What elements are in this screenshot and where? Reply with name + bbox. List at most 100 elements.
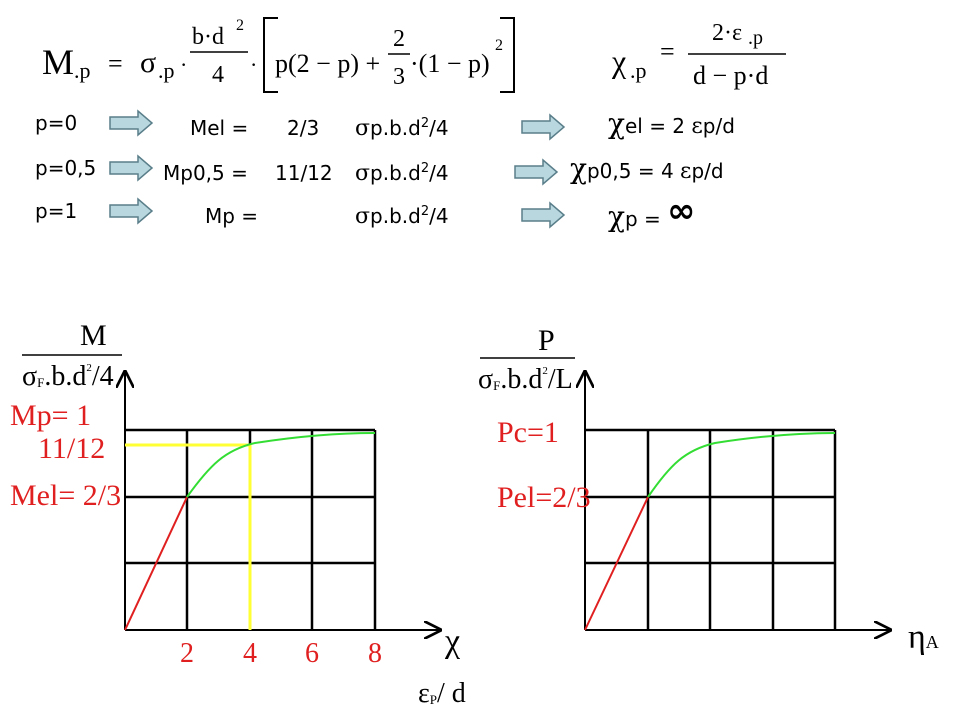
symbol: = (660, 37, 675, 66)
exponent: 2 (421, 161, 429, 176)
exponent: 2 (421, 116, 429, 131)
curvature-symbol: χ (608, 200, 625, 233)
arrow (521, 202, 565, 228)
symbol: · (180, 52, 187, 77)
strain: ε (691, 114, 702, 139)
moment-label: Mp = (205, 204, 258, 228)
moment-label: Mp0,5 = (163, 161, 248, 185)
curvature-text: el = 2 (625, 114, 691, 138)
grid (585, 428, 837, 630)
y-label-part: σ (22, 361, 37, 392)
x-tick-label: 8 (368, 638, 382, 669)
y-label-part: /4 (92, 361, 114, 392)
curvature-text: p = (625, 207, 667, 231)
arrow (109, 110, 153, 136)
curvature-symbol: χ (608, 107, 625, 140)
moment-expression: σp.b.d2/4 (355, 116, 449, 141)
y-label-part: F (493, 378, 500, 393)
expression: p.b.d (370, 204, 421, 228)
stress: σ (355, 116, 370, 141)
x-label: εP/ d (418, 678, 466, 709)
denominator: d − p·d (693, 61, 768, 90)
symbol: χ (611, 43, 627, 79)
coefficient: 2/3 (287, 116, 319, 140)
arrow (109, 198, 153, 224)
y-label: σF.b.d2/L (478, 364, 573, 395)
bracket (500, 17, 515, 93)
y-label-part: .b.d (500, 364, 542, 395)
condition: p=0,5 (35, 156, 96, 180)
y-label: M (80, 319, 107, 352)
y-label: σF.b.d2/4 (22, 361, 114, 392)
curvature: χp = ∞ (608, 191, 695, 233)
stress: σ (355, 161, 370, 186)
plastic-curve (186, 432, 376, 498)
x-label-part: P (430, 692, 437, 707)
x-label-part: ε (418, 678, 430, 709)
denominator: 4 (212, 62, 224, 88)
y-label-part: /L (548, 364, 573, 395)
condition: p=1 (35, 199, 77, 223)
level-label: Pc=1 (497, 416, 559, 449)
x-label-part: A (926, 632, 939, 652)
subscript: .p (74, 58, 91, 83)
curvature-formula: χ .p = 2·ε .p d − p·d (611, 20, 786, 90)
curvature-text: p/d (703, 114, 735, 138)
x-tick-label: 6 (305, 638, 319, 669)
term: p(2 − p) + (275, 49, 380, 78)
level-label: Pel=2/3 (497, 481, 591, 514)
symbol: · (250, 52, 257, 77)
stress: σ (355, 204, 370, 229)
x-tick-label: 2 (180, 638, 194, 669)
x-label: ηA (908, 619, 939, 656)
curvature-symbol: χ (570, 152, 587, 185)
condition: p=0 (35, 111, 77, 135)
curvature-text: p0,5 = 4 (587, 159, 680, 183)
numerator: 2 (393, 26, 405, 52)
symbol: M (42, 42, 74, 82)
subscript: .p (630, 58, 647, 83)
expression: /4 (429, 161, 448, 185)
arrow (514, 159, 558, 185)
arrow (109, 155, 153, 181)
left-plot: M σF.b.d2/4 Mp= 1 11/12 Mel= 2/3 2 4 6 8… (10, 319, 466, 709)
level-label: 11/12 (38, 432, 105, 465)
elastic-line (124, 496, 188, 631)
curvature: χp0,5 = 4 εp/d (570, 152, 724, 185)
exponent: 2 (495, 37, 503, 54)
elastic-line (584, 496, 649, 631)
right-plot: P σF.b.d2/L Pc=1 Pel=2/3 ηA (478, 324, 939, 656)
numerator: 2·ε (712, 20, 742, 46)
exponent: 2 (421, 204, 429, 219)
coefficient: 11/12 (275, 161, 333, 185)
arrow (521, 114, 565, 140)
cases: p=0 Mel = 2/3 σp.b.d2/4 χel = 2 εp/dp=0,5 Mp0… (35, 107, 735, 233)
x-label-part: / d (437, 678, 466, 709)
expression: /4 (429, 116, 448, 140)
y-label-part: 2 (86, 362, 92, 374)
expression: p.b.d (370, 116, 421, 140)
expression: /4 (429, 204, 448, 228)
y-label-part: F (37, 375, 44, 390)
symbol: σ (140, 46, 156, 79)
curvature-text: p/d (691, 159, 723, 183)
level-label: Mp= 1 (10, 399, 91, 432)
bracket (263, 17, 278, 93)
moment-label: Mel = (190, 116, 248, 140)
plastic-curve (647, 432, 836, 498)
expression: p.b.d (370, 161, 421, 185)
denominator: 3 (393, 64, 405, 90)
numerator: b·d (192, 24, 224, 50)
moment-expression: σp.b.d2/4 (355, 204, 449, 229)
y-label-part: σ (478, 364, 493, 395)
symbol: = (108, 49, 123, 78)
y-label-part: 2 (542, 365, 548, 377)
term: ·(1 − p) (410, 49, 490, 78)
y-label: P (538, 324, 555, 357)
x-label-part: η (908, 619, 926, 656)
exponent: 2 (236, 17, 244, 34)
moment-formula: M .p = σ .p · b·d 2 4 · p(2 − p) + 2 3 ·… (42, 17, 515, 93)
strain: ε (680, 159, 691, 184)
x-label: χ (444, 623, 460, 660)
